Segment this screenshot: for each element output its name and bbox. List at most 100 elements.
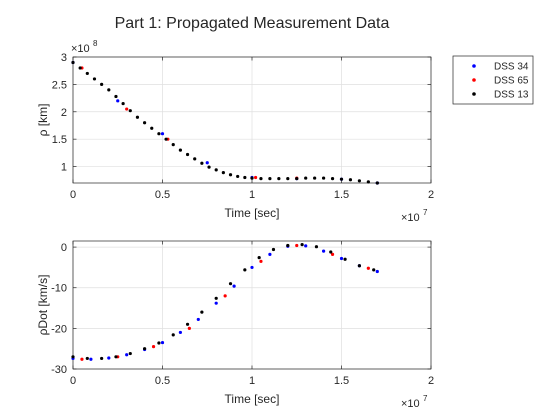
- bottom-points: [71, 243, 379, 361]
- bottom-y-tick-label: -30: [51, 364, 67, 376]
- bottom-axes: 0 0.5 1 1.5 2 -30 -20 -10 0 Time [sec] ρDot [km/…: [36, 240, 434, 410]
- top-point-dss-13: [250, 176, 254, 180]
- bottom-y-tick-label: 0: [61, 242, 67, 254]
- top-point-dss-13: [157, 132, 161, 136]
- legend-box: [452, 55, 534, 105]
- top-point-dss-13: [150, 126, 154, 130]
- top-y-exponent-power: 8: [93, 39, 98, 48]
- bottom-point-dss-34: [178, 330, 182, 335]
- bottom-grid: [72, 241, 432, 370]
- legend-label-dss-34: DSS 34: [494, 62, 529, 73]
- top-x-tick-label: 0.5: [155, 189, 170, 201]
- bottom-point-dss-13: [228, 282, 233, 286]
- top-point-dss-13: [304, 176, 308, 180]
- bottom-point-dss-34: [125, 353, 129, 357]
- figure-title: Part 1: Propagated Measurement Data: [115, 15, 390, 32]
- bottom-point-dss-34: [322, 249, 326, 253]
- top-point-dss-13: [171, 143, 175, 147]
- bottom-point-dss-65: [80, 357, 84, 361]
- bottom-point-dss-65: [330, 252, 335, 257]
- bottom-point-dss-13: [214, 296, 218, 300]
- bottom-point-dss-34: [214, 301, 218, 305]
- bottom-x-tick-label: 2: [428, 375, 434, 387]
- top-point-dss-13: [164, 137, 168, 141]
- bottom-point-dss-13: [157, 341, 161, 345]
- top-point-dss-13: [214, 168, 218, 172]
- bottom-point-dss-13: [314, 245, 319, 249]
- bottom-point-dss-65: [187, 326, 191, 330]
- top-point-dss-13: [259, 177, 263, 181]
- legend-marker-dss-34: [472, 64, 476, 68]
- top-point-dss-13: [357, 179, 361, 183]
- bottom-point-dss-13: [200, 310, 204, 314]
- bottom-point-dss-13: [329, 250, 333, 254]
- top-point-dss-13: [200, 161, 204, 165]
- bottom-point-dss-13: [114, 355, 118, 359]
- top-point-dss-13: [221, 170, 225, 175]
- top-grid: [72, 56, 432, 183]
- top-y-tick-label: 2: [61, 107, 67, 119]
- top-y-tick-label: 1: [61, 162, 67, 174]
- bottom-point-dss-13: [300, 243, 304, 247]
- bottom-x-axis-label: Time [sec]: [225, 392, 280, 406]
- legend: DSS 34 DSS 65 DSS 13: [452, 55, 534, 105]
- top-point-dss-65: [253, 175, 258, 180]
- top-x-tick-label: 2: [428, 189, 434, 201]
- top-point-dss-65: [125, 107, 129, 111]
- legend-marker-dss-13: [472, 92, 476, 96]
- top-point-dss-13: [366, 180, 370, 184]
- top-point-dss-13: [207, 165, 211, 169]
- bottom-point-dss-13: [357, 264, 361, 268]
- top-point-dss-13: [71, 60, 75, 65]
- bottom-point-dss-13: [128, 351, 132, 356]
- top-point-dss-13: [193, 157, 197, 161]
- bottom-point-dss-13: [243, 268, 247, 272]
- bottom-x-exponent: ×10 7: [401, 394, 428, 410]
- bottom-ticks: 0 0.5 1 1.5 2 -30 -20 -10 0: [51, 241, 434, 387]
- top-x-tick-label: 0: [70, 189, 76, 201]
- bottom-point-dss-65: [259, 259, 263, 263]
- bottom-point-dss-13: [257, 256, 261, 260]
- bottom-x-tick-label: 1: [249, 375, 255, 387]
- top-point-dss-13: [185, 152, 190, 157]
- top-point-dss-13: [286, 177, 290, 181]
- bottom-point-dss-65: [366, 266, 370, 270]
- top-ticks: 0 0.5 1 1.5 2 1 1.5 2 2.5 3: [52, 52, 434, 201]
- bottom-point-dss-34: [232, 284, 236, 288]
- top-point-dss-13: [143, 121, 147, 125]
- top-x-tick-label: 1.5: [334, 189, 349, 201]
- bottom-y-tick-label: -20: [51, 323, 67, 335]
- bottom-point-dss-65: [295, 243, 299, 248]
- top-point-dss-13: [128, 109, 132, 113]
- top-y-tick-label: 2.5: [52, 79, 67, 91]
- top-point-dss-13: [92, 77, 97, 81]
- top-y-tick-label: 1.5: [52, 134, 67, 146]
- bottom-point-dss-34: [304, 244, 308, 248]
- top-x-exponent: ×10 7: [401, 208, 428, 224]
- top-point-dss-13: [295, 177, 299, 181]
- top-x-axis-label: Time [sec]: [225, 206, 280, 220]
- bottom-x-tick-label: 1.5: [334, 375, 349, 387]
- top-points: [71, 60, 379, 185]
- top-point-dss-13: [375, 181, 379, 185]
- top-point-dss-13: [243, 175, 247, 180]
- top-point-dss-13: [277, 177, 281, 181]
- top-x-exponent-power: 7: [423, 208, 428, 217]
- bottom-point-dss-34: [375, 269, 379, 274]
- bottom-x-tick-label: 0.5: [155, 375, 170, 387]
- top-y-exponent: ×10 8: [71, 39, 98, 55]
- bottom-x-tick-label: 0: [70, 375, 76, 387]
- bottom-point-dss-13: [185, 322, 190, 326]
- top-x-exponent-base: ×10: [401, 212, 420, 224]
- bottom-y-tick-label: -10: [51, 283, 67, 295]
- top-point-dss-13: [100, 82, 104, 86]
- top-y-tick-label: 3: [61, 52, 67, 64]
- top-point-dss-13: [85, 71, 89, 76]
- top-point-dss-13: [268, 177, 272, 181]
- top-point-dss-13: [107, 88, 111, 92]
- bottom-point-dss-34: [107, 356, 111, 360]
- top-point-dss-34: [116, 99, 120, 103]
- bottom-point-dss-34: [89, 357, 93, 361]
- top-point-dss-13: [322, 176, 326, 180]
